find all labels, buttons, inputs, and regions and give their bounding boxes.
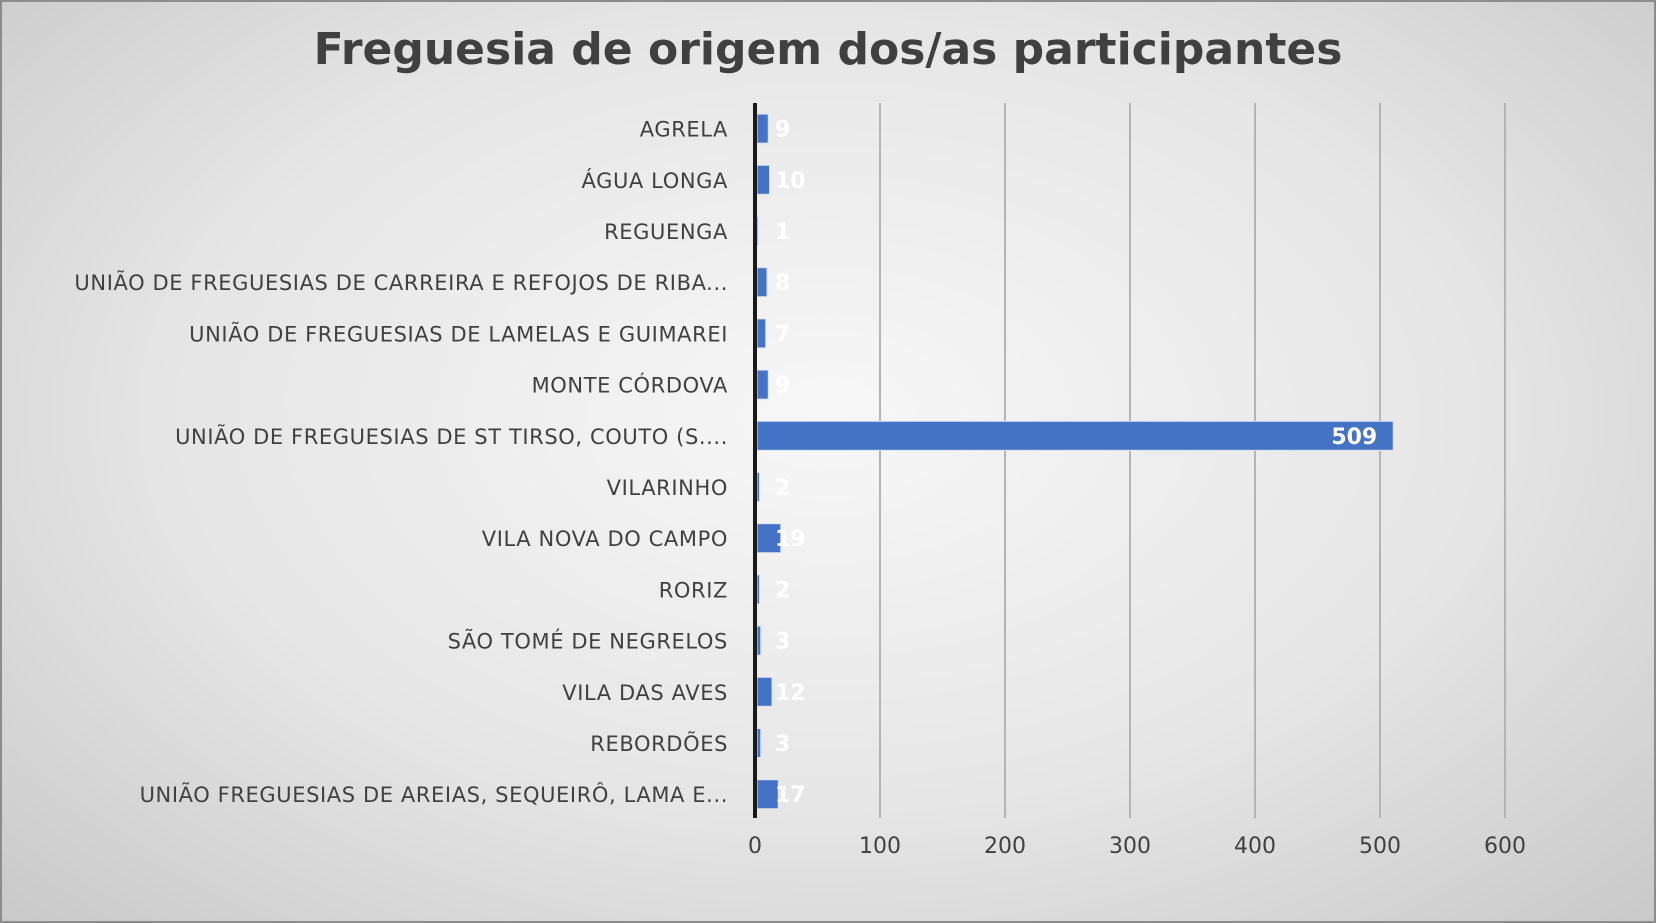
data-label: 509 [1331, 425, 1377, 450]
x-tick-label: 500 [1359, 834, 1401, 859]
data-label: 17 [775, 783, 806, 808]
bar [756, 216, 759, 246]
bar [756, 318, 767, 349]
data-label: 2 [775, 476, 790, 501]
bar [756, 676, 773, 707]
category-label: UNIÃO DE FREGUESIAS DE CARREIRA E REFOJO… [74, 269, 728, 295]
x-axis-tick-labels: 0 100 200 300 400 500 600 [748, 834, 1526, 859]
x-tick-label: 200 [984, 834, 1026, 859]
bar [756, 574, 760, 605]
bar [756, 728, 762, 758]
bar [756, 625, 762, 656]
data-label: 3 [775, 630, 790, 655]
chart-title: Freguesia de origem dos/as participantes [314, 24, 1343, 75]
data-label: 9 [775, 118, 790, 143]
category-label: REBORDÕES [590, 730, 728, 756]
category-label: AGRELA [640, 118, 728, 142]
data-label: 1 [775, 220, 790, 245]
category-label: UNIÃO FREGUESIAS DE AREIAS, SEQUEIRÔ, LA… [140, 781, 728, 807]
data-label: 2 [775, 578, 790, 603]
bar [756, 113, 769, 144]
data-label: 12 [775, 681, 806, 706]
bar [756, 472, 760, 502]
bar [756, 267, 768, 298]
bar [756, 369, 769, 400]
bars [756, 113, 1394, 810]
category-label: SÃO TOMÉ DE NEGRELOS [448, 628, 728, 654]
x-tick-label: 100 [859, 834, 901, 859]
data-label: 3 [775, 732, 790, 757]
category-label: RORIZ [659, 578, 728, 602]
data-label: 9 [775, 374, 790, 399]
x-tick-label: 300 [1109, 834, 1151, 859]
bar [756, 164, 770, 195]
category-label: UNIÃO DE FREGUESIAS DE ST TIRSO, COUTO (… [175, 423, 728, 449]
data-label: 8 [775, 271, 790, 296]
x-tick-label: 600 [1484, 834, 1526, 859]
data-labels: 9 10 1 8 7 9 509 2 19 2 3 12 3 17 [775, 118, 1377, 809]
category-labels: AGRELA ÁGUA LONGA REGUENGA UNIÃO DE FREGUES… [74, 118, 728, 808]
category-label: MONTE CÓRDOVA [532, 373, 728, 398]
bar [756, 420, 1394, 451]
x-tick-label: 400 [1234, 834, 1276, 859]
category-label: VILARINHO [607, 476, 728, 500]
category-label: ÁGUA LONGA [581, 168, 728, 193]
category-label: VILA NOVA DO CAMPO [482, 527, 728, 551]
data-label: 7 [775, 322, 790, 347]
category-label: VILA DAS AVES [562, 681, 728, 705]
data-label: 19 [775, 527, 806, 552]
category-label: REGUENGA [604, 220, 728, 244]
category-label: UNIÃO DE FREGUESIAS DE LAMELAS E GUIMARE… [189, 320, 728, 346]
x-tick-label: 0 [748, 834, 762, 859]
gridlines [879, 103, 1506, 818]
data-label: 10 [775, 169, 806, 194]
